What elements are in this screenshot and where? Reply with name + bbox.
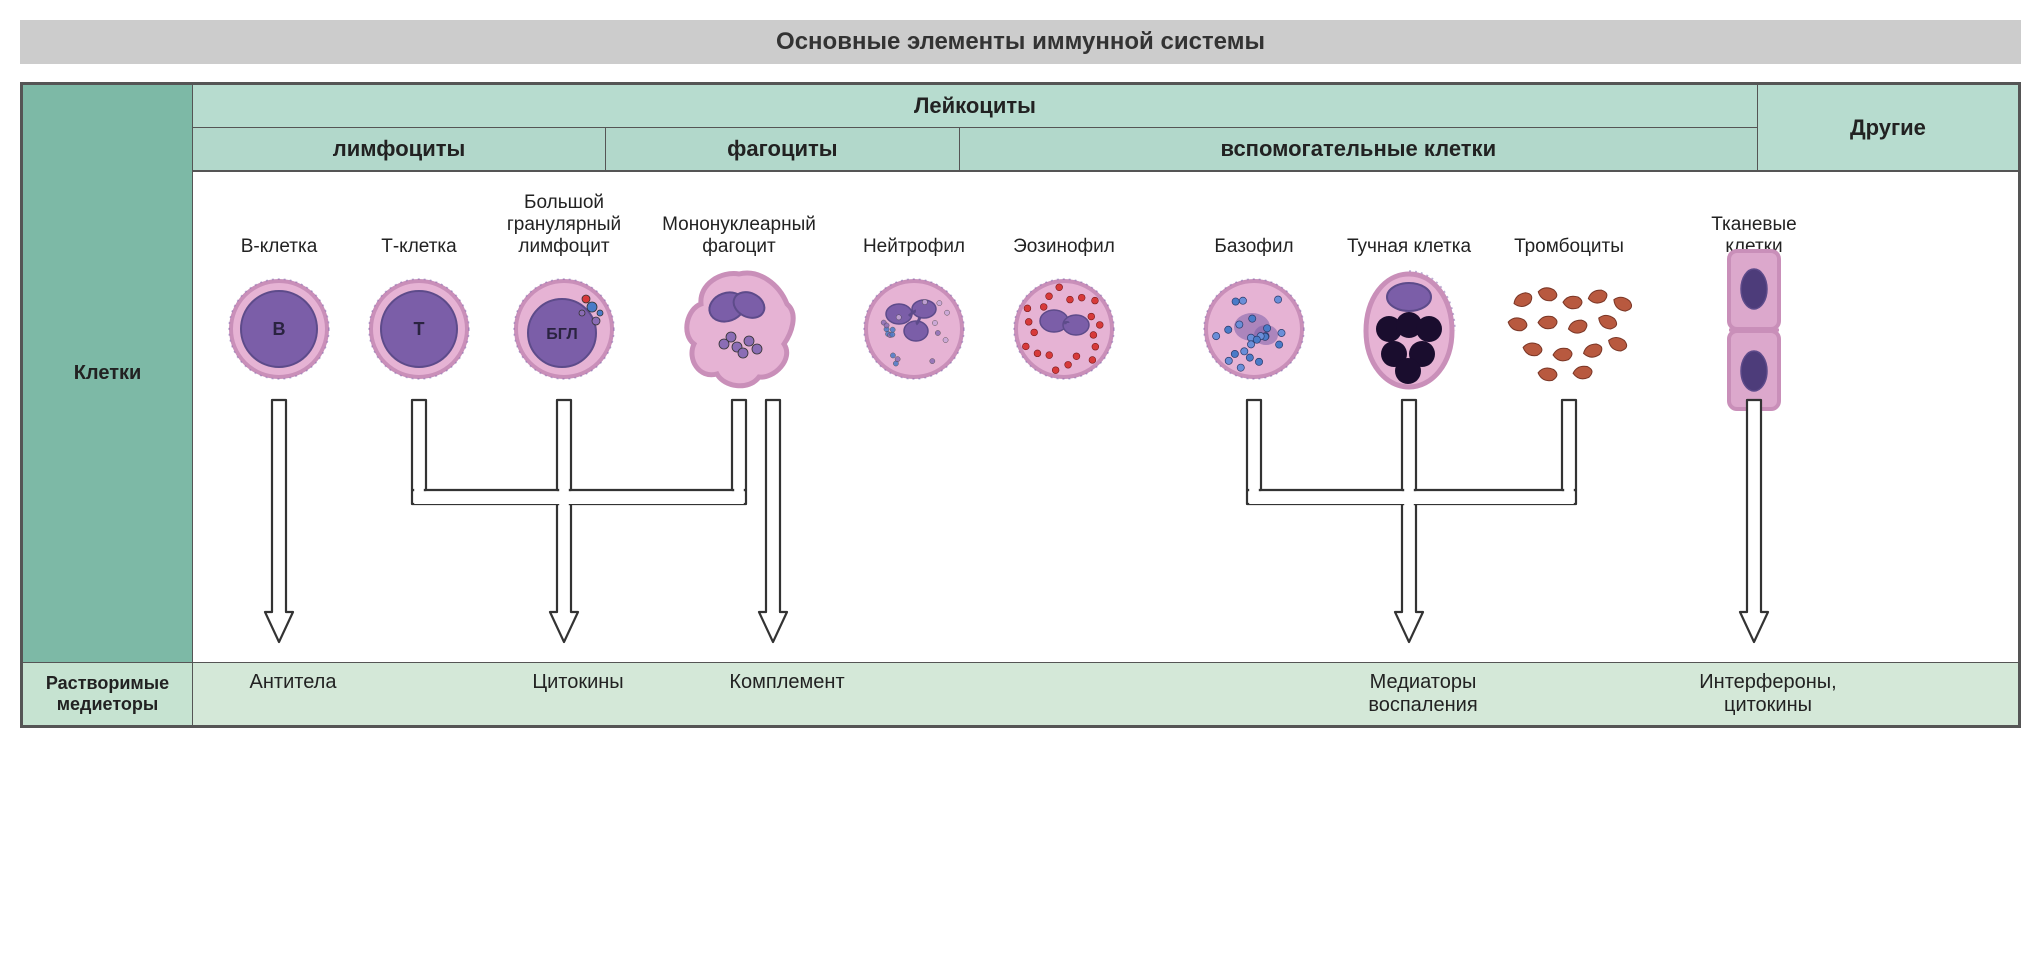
cell-icon-mast <box>1344 264 1474 394</box>
cell-plat: Тромбоциты <box>1489 186 1649 394</box>
mediators-area: Антитела Цитокины Комплемент Медиаторывоспа… <box>193 663 2019 726</box>
mediator-cytokines: Цитокины <box>488 671 668 717</box>
diagram-frame: Клетки Лейкоциты Другие лимфоциты фагоци… <box>20 82 2021 728</box>
page-title: Основные элементы иммунной системы <box>20 20 2021 64</box>
cell-label-neut: Нейтрофил <box>863 186 965 264</box>
mediator-complement: Комплемент <box>697 671 877 717</box>
cell-neut: Нейтрофил <box>839 186 989 394</box>
cell-label-t: Т-клетка <box>381 186 456 264</box>
mediator-inflammation: Медиаторывоспаления <box>1333 671 1513 717</box>
cell-icon-t: Т <box>359 264 479 394</box>
cell-label-b: В-клетка <box>241 186 318 264</box>
svg-text:БГЛ: БГЛ <box>546 326 577 343</box>
cell-eos: Эозинофил <box>989 186 1139 394</box>
header-other: Другие <box>1757 85 2018 171</box>
svg-text:Т: Т <box>414 319 425 339</box>
cell-label-plat: Тромбоциты <box>1514 186 1624 264</box>
mediator-interferons: Интерфероны,цитокины <box>1678 671 1858 717</box>
header-leukocytes: Лейкоциты <box>193 85 1758 128</box>
cell-bgl: Большойгранулярныйлимфоцит БГЛ <box>489 186 639 394</box>
cell-label-mono: Мононуклеарныйфагоцит <box>662 186 816 264</box>
cell-icon-b: В <box>219 264 339 394</box>
cell-label-bgl: Большойгранулярныйлимфоцит <box>507 186 621 264</box>
cell-icon-eos <box>1004 264 1124 394</box>
cell-mono: Мононуклеарныйфагоцит <box>639 186 839 394</box>
row-label-cells: Клетки <box>23 85 193 663</box>
cell-icon-bgl: БГЛ <box>504 264 624 394</box>
row-label-mediators: Растворимые медиеторы <box>23 663 193 726</box>
header-phagocytes: фагоциты <box>606 128 960 171</box>
mediator-antibodies: Антитела <box>203 671 383 717</box>
layout-table: Клетки Лейкоциты Другие лимфоциты фагоци… <box>22 84 2019 726</box>
cell-icon-baso <box>1194 264 1314 394</box>
cells-area: В-клетка В Т-клетка Т Большойгранулярныйлимф… <box>193 172 2019 663</box>
svg-text:В: В <box>273 319 286 339</box>
header-auxiliary: вспомогательные клетки <box>959 128 1757 171</box>
cell-t: Т-клетка Т <box>349 186 489 394</box>
cell-label-baso: Базофил <box>1214 186 1293 264</box>
cell-icon-plat <box>1494 264 1644 394</box>
cell-icon-neut <box>854 264 974 394</box>
cell-icon-mono <box>669 264 809 394</box>
cell-b: В-клетка В <box>209 186 349 394</box>
cell-label-eos: Эозинофил <box>1013 186 1115 264</box>
cell-tissue: Тканевыеклетки <box>1679 186 1829 394</box>
cell-label-mast: Тучная клетка <box>1347 186 1471 264</box>
cell-baso: Базофил <box>1179 186 1329 394</box>
cell-mast: Тучная клетка <box>1329 186 1489 394</box>
header-lymphocytes: лимфоциты <box>193 128 606 171</box>
cell-icon-tissue <box>1709 264 1799 394</box>
arrows-svg <box>203 394 1849 654</box>
